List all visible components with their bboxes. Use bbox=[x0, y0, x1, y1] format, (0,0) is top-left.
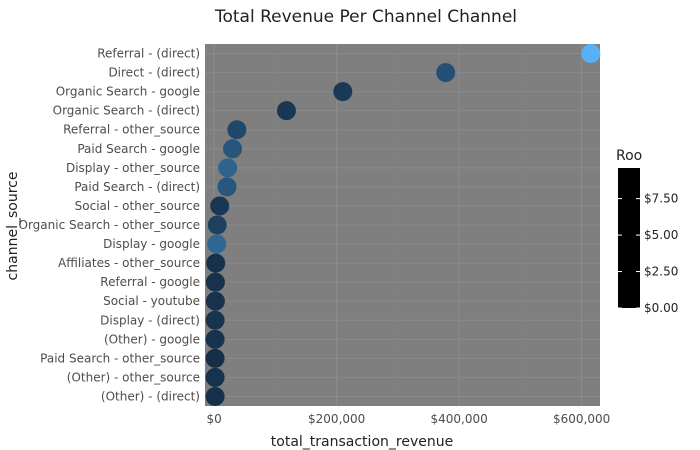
data-point bbox=[205, 310, 225, 330]
y-tick-label: (Other) - (direct) bbox=[101, 389, 200, 403]
data-point bbox=[207, 234, 227, 254]
y-tick-label: Direct - (direct) bbox=[108, 66, 200, 80]
x-tick-label: $0 bbox=[207, 412, 222, 426]
y-tick-label: Display - (direct) bbox=[100, 313, 200, 327]
data-points bbox=[205, 44, 601, 406]
y-tick-label: (Other) - other_source bbox=[67, 370, 200, 384]
y-tick-label: Display - google bbox=[103, 237, 200, 251]
chart-title: Total Revenue Per Channel Channel bbox=[214, 7, 517, 27]
data-point bbox=[210, 196, 230, 216]
data-point bbox=[205, 272, 225, 292]
x-axis-title: total_transaction_revenue bbox=[271, 434, 453, 450]
legend-tick-label: $2.50 bbox=[644, 265, 678, 279]
data-point bbox=[276, 101, 296, 121]
y-tick-label: Affiliates - other_source bbox=[58, 256, 200, 270]
legend-ticks: $0.00 $2.50 $5.00 $7.50 bbox=[618, 192, 678, 315]
data-point bbox=[206, 253, 226, 273]
data-point bbox=[217, 177, 237, 197]
data-point bbox=[227, 120, 247, 140]
legend-tick-label: $7.50 bbox=[644, 192, 678, 206]
y-tick-label: Referral - (direct) bbox=[97, 47, 200, 61]
data-point bbox=[205, 386, 225, 406]
y-axis-tick-labels: Referral - (direct) Direct - (direct) Orga… bbox=[19, 47, 201, 404]
y-tick-label: Social - youtube bbox=[103, 294, 200, 308]
data-point bbox=[436, 63, 456, 83]
data-point bbox=[333, 82, 353, 102]
data-point bbox=[205, 291, 225, 311]
y-axis-title: channel_source bbox=[5, 172, 21, 281]
x-axis-tick-labels: $0 $200,000 $400,000 $600,000 bbox=[207, 412, 611, 426]
legend-title: Roo bbox=[616, 148, 642, 164]
grid bbox=[205, 44, 600, 406]
data-point bbox=[207, 215, 227, 235]
data-point bbox=[218, 158, 238, 178]
x-tick-label: $600,000 bbox=[553, 412, 610, 426]
y-tick-label: Paid Search - (direct) bbox=[74, 180, 200, 194]
y-tick-label: Paid Search - google bbox=[77, 142, 200, 156]
data-point bbox=[205, 367, 225, 387]
y-tick-label: Organic Search - google bbox=[56, 85, 200, 99]
data-point bbox=[205, 348, 225, 368]
y-tick-label: Organic Search - (direct) bbox=[53, 104, 200, 118]
x-tick-label: $400,000 bbox=[431, 412, 488, 426]
y-tick-label: Display - other_source bbox=[66, 161, 200, 175]
legend-colorbar bbox=[618, 168, 640, 308]
color-legend: Roo $0.00 $2.50 $5.00 $7.50 bbox=[616, 148, 678, 315]
y-tick-label: Paid Search - other_source bbox=[40, 351, 200, 365]
y-tick-label: Organic Search - other_source bbox=[19, 218, 201, 232]
y-tick-label: (Other) - google bbox=[104, 332, 200, 346]
data-point bbox=[581, 44, 601, 64]
data-point bbox=[223, 139, 243, 159]
y-tick-label: Social - other_source bbox=[75, 199, 200, 213]
y-tick-label: Referral - google bbox=[100, 275, 200, 289]
legend-tick-label: $0.00 bbox=[644, 301, 678, 315]
legend-tick-label: $5.00 bbox=[644, 228, 678, 242]
y-tick-label: Referral - other_source bbox=[63, 123, 200, 137]
data-point bbox=[205, 329, 225, 349]
x-tick-label: $200,000 bbox=[308, 412, 365, 426]
